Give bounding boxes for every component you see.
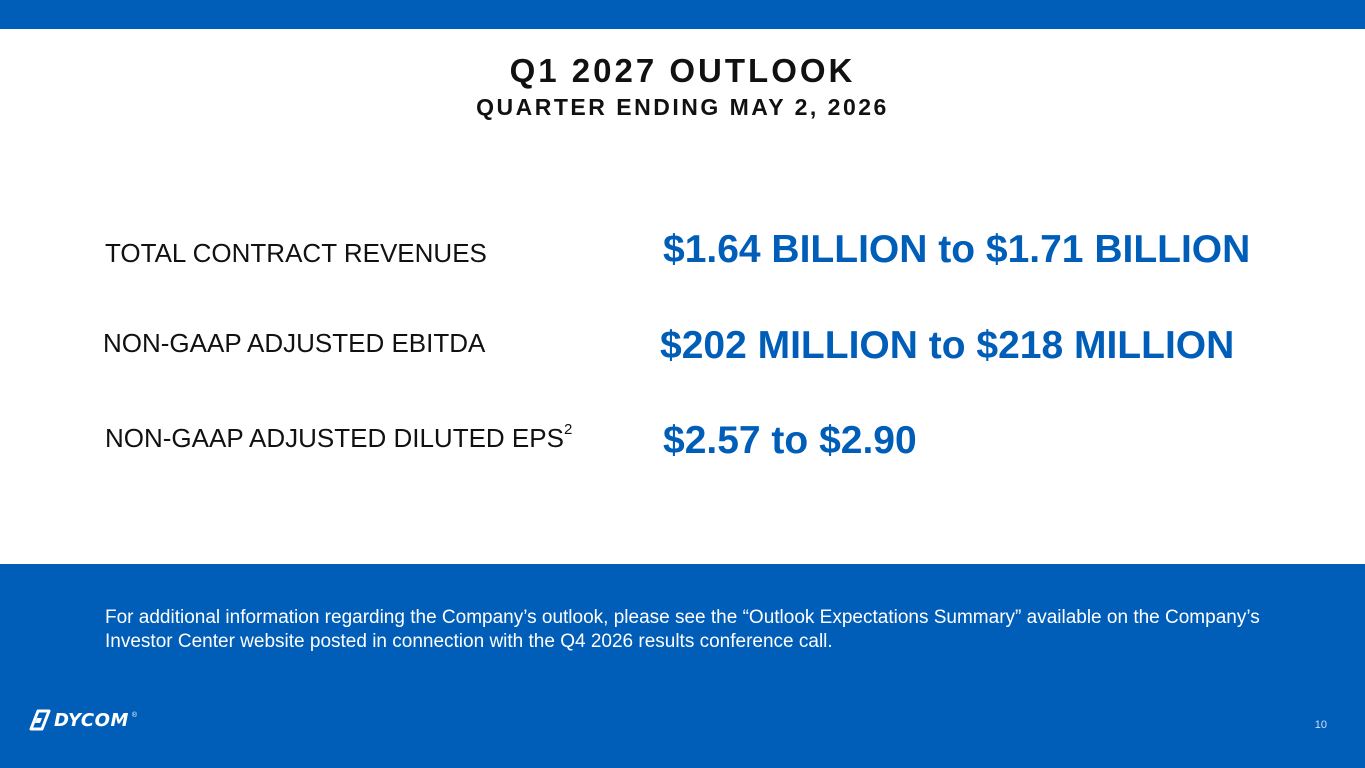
top-accent-bar xyxy=(0,0,1365,29)
metric-value-ebitda: $202 MILLION to $218 MILLION xyxy=(660,324,1235,367)
page-number: 10 xyxy=(1314,719,1327,731)
outlook-note: For additional information regarding the… xyxy=(105,607,1260,652)
metric-label-text: TOTAL CONTRACT REVENUES xyxy=(105,238,487,268)
slide-subtitle: QUARTER ENDING MAY 2, 2026 xyxy=(476,94,889,120)
trademark-mark: ® xyxy=(131,712,138,719)
metric-value-revenues: $1.64 BILLION to $1.71 BILLION xyxy=(663,228,1251,271)
slide-title: Q1 2027 OUTLOOK xyxy=(509,52,856,89)
metric-label-eps: NON-GAAP ADJUSTED DILUTED EPS2 xyxy=(105,421,573,454)
metric-label-text: NON-GAAP ADJUSTED DILUTED EPS xyxy=(105,423,564,453)
metric-value-eps: $2.57 to $2.90 xyxy=(663,419,917,462)
metric-label-revenues: TOTAL CONTRACT REVENUES xyxy=(105,238,487,269)
footnote-marker: 2 xyxy=(563,421,573,438)
dycom-logo-icon xyxy=(29,709,51,731)
logo-text: DYCOM xyxy=(54,709,129,731)
dycom-logo: DYCOM ® xyxy=(29,709,137,731)
footer-band xyxy=(0,564,1365,768)
metric-label-text: NON-GAAP ADJUSTED EBITDA xyxy=(103,328,486,358)
metric-label-ebitda: NON-GAAP ADJUSTED EBITDA xyxy=(103,328,485,359)
